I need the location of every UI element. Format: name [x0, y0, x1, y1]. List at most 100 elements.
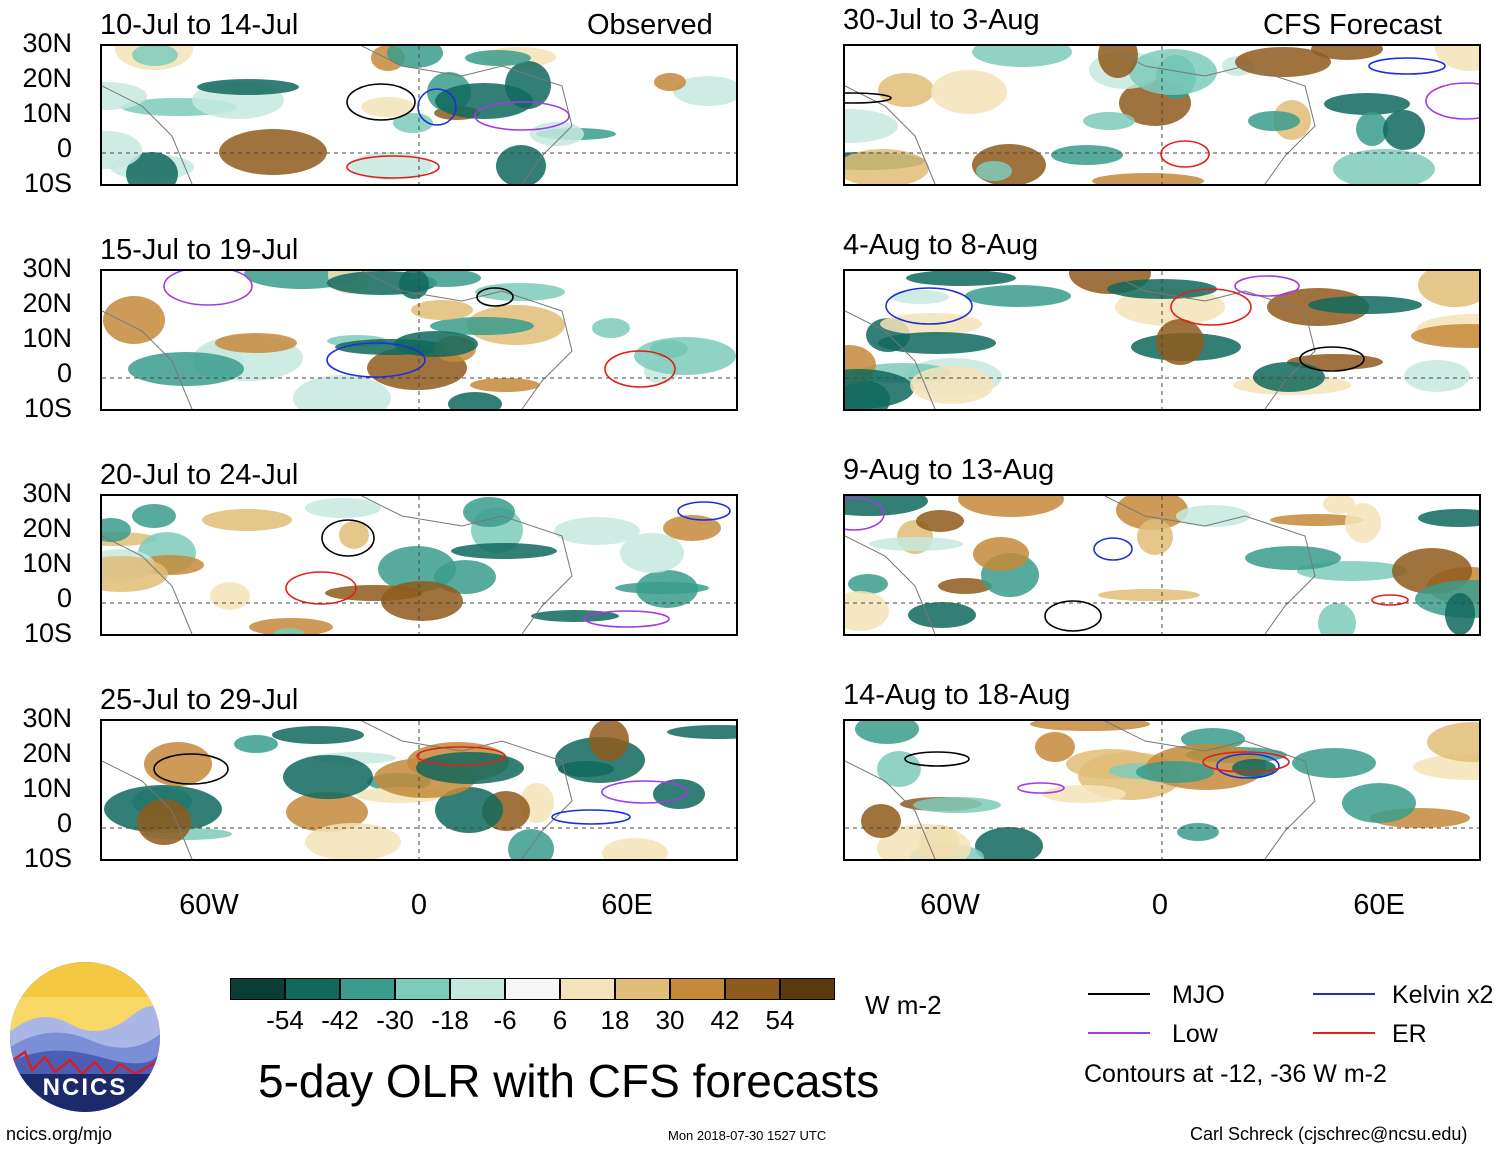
olr-anomaly	[1116, 496, 1188, 530]
olr-anomaly	[861, 804, 901, 838]
olr-anomaly	[1042, 785, 1126, 803]
colorbar-tick-label: -30	[376, 1005, 414, 1035]
wave-contour	[885, 287, 973, 325]
colorbar-tick-label: 42	[710, 1005, 740, 1035]
olr-anomaly	[976, 161, 1012, 181]
olr-anomaly	[465, 50, 531, 66]
olr-anomaly	[381, 581, 463, 621]
olr-anomaly	[1318, 603, 1356, 634]
olr-anomaly	[878, 73, 934, 107]
olr-anomaly	[1136, 761, 1214, 783]
colorbar-swatch	[230, 978, 285, 1000]
olr-anomaly	[102, 131, 142, 169]
ncics-logo: NCICS	[10, 962, 160, 1112]
colorbar-swatch	[285, 978, 340, 1000]
olr-anomaly	[272, 726, 364, 744]
lat-label: 10N	[22, 773, 72, 803]
wave-contour	[1425, 82, 1479, 120]
colorbar-units: W m-2	[865, 990, 942, 1020]
olr-anomaly	[653, 779, 705, 809]
colorbar-swatch	[395, 978, 450, 1000]
lon-label-0-right: 0	[1151, 889, 1169, 921]
olr-anomaly	[387, 46, 443, 68]
olr-anomaly	[210, 582, 250, 610]
olr-anomaly	[906, 271, 1016, 286]
olr-anomaly	[202, 509, 292, 531]
olr-anomaly	[435, 787, 503, 833]
wave-contour	[1160, 140, 1210, 168]
olr-anomaly	[1427, 722, 1479, 762]
colorbar-tick-label: 30	[655, 1005, 685, 1035]
wave-contour	[1299, 346, 1365, 372]
olr-anomaly	[435, 83, 533, 119]
olr-anomaly	[1248, 111, 1300, 131]
wave-contour	[326, 342, 426, 378]
olr-anomaly	[475, 283, 565, 301]
olr-anomaly	[878, 332, 996, 354]
olr-anomaly	[663, 515, 721, 541]
wave-contour	[1216, 753, 1280, 779]
lon-label-60w-left: 60W	[179, 889, 239, 921]
olr-anomaly	[411, 300, 473, 320]
olr-anomaly	[126, 152, 178, 184]
panel-forecast-3	[843, 494, 1481, 636]
olr-anomaly	[654, 73, 686, 91]
colorbar-tick-label: -18	[431, 1005, 469, 1035]
panel-observed-3	[100, 494, 738, 636]
coastline	[845, 496, 1316, 634]
olr-anomaly	[877, 751, 921, 787]
olr-anomaly	[1445, 593, 1475, 634]
lon-label-60e-left: 60E	[601, 889, 653, 921]
olr-anomaly	[673, 76, 736, 106]
coastline	[845, 46, 1316, 184]
olr-anomaly	[430, 317, 534, 335]
logo-text: NCICS	[42, 1074, 128, 1101]
period-label: 25-Jul to 29-Jul	[100, 684, 299, 716]
wave-contour	[285, 571, 357, 605]
wave-contour	[904, 751, 970, 767]
olr-anomaly	[234, 735, 278, 753]
olr-anomaly	[1176, 505, 1250, 527]
olr-anomaly	[620, 533, 684, 573]
wave-contour	[163, 271, 253, 306]
wave-contour	[677, 501, 731, 521]
olr-anomaly	[1245, 546, 1341, 570]
olr-anomaly	[634, 337, 736, 375]
olr-anomaly	[286, 792, 368, 832]
lon-label-0-left: 0	[410, 889, 428, 921]
wave-contour	[346, 155, 440, 179]
wave-contour	[1044, 600, 1102, 632]
olr-anomaly	[958, 496, 1064, 517]
olr-anomaly	[848, 574, 888, 594]
lat-label: 30N	[22, 253, 72, 283]
period-label: 20-Jul to 24-Jul	[100, 459, 299, 491]
olr-anomaly	[877, 824, 971, 859]
wave-contour	[584, 610, 670, 628]
olr-anomaly	[1083, 112, 1135, 130]
olr-anomaly	[1333, 149, 1435, 184]
olr-anomaly	[602, 838, 668, 859]
legend-note: Contours at -12, -36 W m-2	[1084, 1060, 1387, 1088]
period-label: 15-Jul to 19-Jul	[100, 234, 299, 266]
coastline	[845, 721, 1316, 859]
olr-anomaly	[1323, 496, 1355, 514]
period-label: 10-Jul to 14-Jul	[100, 9, 299, 41]
olr-anomaly	[508, 829, 554, 859]
colorbar-swatch	[615, 978, 670, 1000]
olr-anomaly	[1156, 319, 1204, 365]
olr-map	[845, 496, 1479, 634]
period-label: 30-Jul to 3-Aug	[843, 4, 1040, 36]
legend-label-kelvin: Kelvin x2	[1392, 981, 1494, 1009]
colorbar-swatch	[340, 978, 395, 1000]
olr-map	[102, 271, 736, 409]
olr-anomaly	[1418, 509, 1479, 527]
olr-anomaly	[667, 725, 736, 739]
footer-url[interactable]: ncics.org/mjo	[6, 1124, 113, 1144]
lon-label-60e-right: 60E	[1353, 889, 1405, 921]
olr-anomaly	[910, 366, 994, 404]
olr-anomaly	[434, 560, 496, 594]
legend-line-er	[1313, 1032, 1375, 1034]
colorbar-tick-label: 54	[765, 1005, 795, 1035]
wave-contour	[346, 83, 416, 121]
wave-contour	[604, 350, 676, 388]
